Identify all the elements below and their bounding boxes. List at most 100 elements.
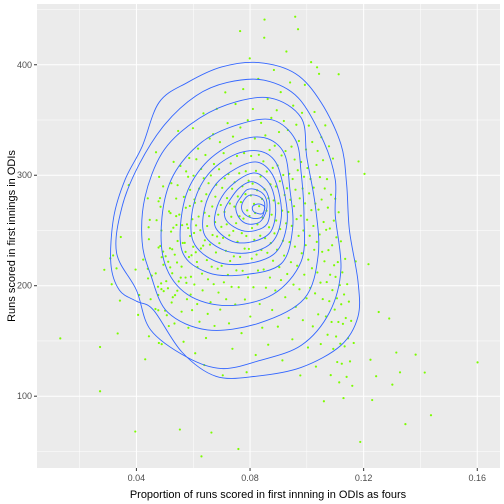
data-point	[162, 290, 165, 293]
data-point	[297, 139, 300, 143]
data-point	[157, 341, 160, 345]
data-point	[219, 203, 222, 207]
data-point	[167, 260, 170, 263]
data-point	[229, 259, 232, 263]
data-point	[340, 303, 343, 306]
data-point	[197, 215, 200, 218]
data-point	[359, 440, 362, 444]
data-point	[304, 202, 307, 205]
data-point	[274, 289, 277, 292]
x-tick-label: 0.12	[355, 473, 373, 483]
data-point	[262, 160, 265, 163]
data-point	[333, 308, 336, 311]
data-point	[292, 104, 295, 107]
data-point	[167, 210, 171, 213]
data-point	[275, 109, 278, 112]
data-point	[196, 147, 200, 150]
data-point	[296, 264, 299, 267]
data-point	[337, 211, 340, 214]
data-point	[175, 223, 178, 227]
data-point	[341, 322, 345, 325]
data-point	[323, 187, 326, 190]
y-tick-label: 400	[17, 60, 32, 70]
data-point	[205, 258, 208, 262]
data-point	[253, 238, 256, 241]
data-point	[148, 218, 151, 221]
data-point	[246, 276, 250, 279]
data-point	[234, 102, 237, 106]
data-point	[357, 160, 360, 163]
data-point	[194, 352, 197, 355]
data-point	[268, 148, 271, 152]
data-point	[290, 145, 293, 148]
data-point	[181, 224, 184, 227]
data-point	[238, 215, 241, 218]
data-point	[242, 152, 246, 155]
data-point	[398, 371, 402, 374]
data-point	[265, 170, 268, 173]
data-point	[175, 215, 178, 218]
data-point	[274, 185, 277, 188]
data-point	[292, 205, 296, 208]
data-point	[342, 293, 346, 296]
data-point	[329, 273, 332, 276]
data-point	[285, 50, 288, 53]
data-point	[344, 316, 347, 320]
data-point	[160, 288, 163, 291]
data-point	[335, 335, 338, 338]
data-point	[169, 230, 173, 233]
data-point	[300, 252, 303, 255]
data-point	[250, 257, 253, 260]
data-point	[308, 192, 311, 195]
data-point	[267, 226, 271, 229]
x-tick-label: 0.08	[241, 473, 259, 483]
y-tick-label: 300	[17, 170, 32, 180]
data-point	[263, 36, 266, 39]
data-point	[202, 244, 205, 247]
data-point	[194, 224, 198, 227]
data-point	[271, 259, 275, 262]
data-point	[290, 224, 293, 227]
data-point	[209, 301, 212, 304]
data-point	[279, 278, 283, 282]
data-point	[254, 353, 257, 357]
data-point	[341, 271, 344, 274]
data-point	[345, 375, 348, 378]
data-point	[165, 314, 168, 317]
data-point	[263, 18, 266, 21]
data-point	[119, 235, 122, 239]
data-point	[159, 205, 162, 208]
density-contour	[223, 181, 271, 232]
data-point	[313, 292, 317, 295]
data-point	[476, 361, 479, 364]
data-point	[248, 57, 251, 60]
y-axis-ticks: 100 200 300 400	[17, 60, 37, 401]
data-point	[110, 283, 113, 286]
data-point	[177, 280, 180, 283]
data-point	[275, 219, 278, 222]
data-point	[244, 170, 247, 173]
data-point	[414, 353, 417, 356]
data-point	[228, 202, 231, 205]
data-point	[404, 423, 407, 426]
data-point	[328, 300, 331, 303]
data-point	[270, 116, 273, 119]
data-point	[229, 162, 232, 165]
data-point	[315, 240, 318, 243]
data-point	[146, 197, 149, 200]
data-point	[189, 293, 192, 296]
data-point	[147, 238, 151, 241]
data-point	[237, 447, 240, 451]
data-point	[250, 226, 254, 230]
data-point	[254, 169, 258, 172]
data-point	[258, 205, 261, 208]
data-point	[230, 285, 233, 288]
data-point	[154, 151, 158, 154]
data-point	[233, 205, 236, 208]
data-point	[300, 111, 304, 114]
data-point	[176, 184, 179, 187]
data-point	[182, 195, 185, 198]
x-axis-ticks: 0.04 0.08 0.12 0.16	[128, 468, 486, 483]
data-point	[206, 278, 210, 281]
data-point	[255, 253, 258, 256]
